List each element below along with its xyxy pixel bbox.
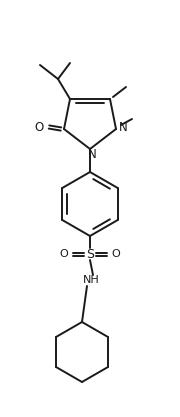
Text: O: O — [60, 249, 68, 259]
Text: N: N — [88, 148, 96, 161]
Text: N: N — [119, 121, 127, 133]
Text: O: O — [34, 121, 44, 133]
Text: O: O — [112, 249, 120, 259]
Text: S: S — [86, 248, 94, 261]
Text: NH: NH — [83, 275, 99, 285]
